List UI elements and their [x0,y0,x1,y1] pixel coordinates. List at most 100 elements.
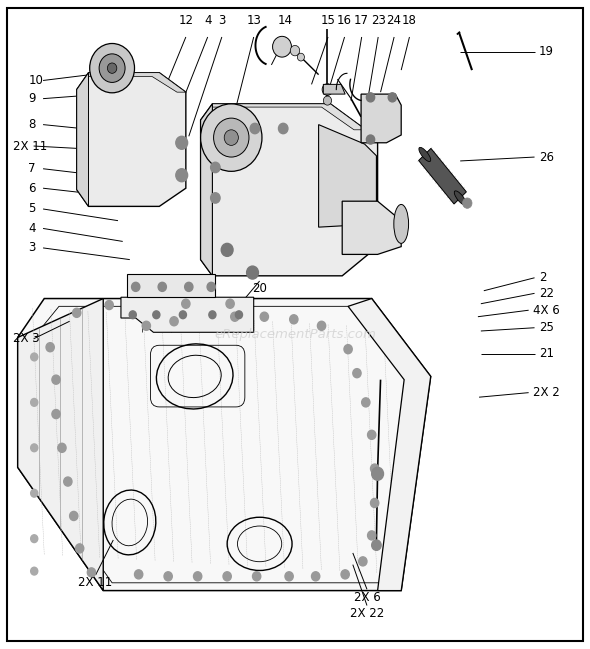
Text: 26: 26 [539,151,553,164]
Polygon shape [18,299,431,591]
Circle shape [31,353,38,361]
Circle shape [290,315,298,324]
Circle shape [297,53,304,61]
Text: 4: 4 [28,222,36,235]
Circle shape [285,572,293,581]
Circle shape [31,398,38,406]
Text: 9: 9 [28,92,36,105]
Text: 4: 4 [204,14,211,27]
Circle shape [176,136,188,149]
Text: 24: 24 [386,14,402,27]
Text: 22: 22 [539,287,553,300]
Circle shape [221,243,233,256]
Circle shape [463,198,472,208]
Circle shape [388,93,396,102]
Text: 17: 17 [354,14,369,27]
Circle shape [368,531,376,540]
Circle shape [368,430,376,439]
Circle shape [158,282,166,291]
Circle shape [73,308,81,317]
Text: 2X 3: 2X 3 [13,332,40,345]
Circle shape [214,118,249,157]
Text: 2X 2: 2X 2 [533,386,559,399]
Circle shape [366,93,375,102]
Circle shape [278,123,288,134]
Circle shape [164,572,172,581]
Circle shape [87,568,96,577]
Text: eReplacementParts.com: eReplacementParts.com [214,328,376,341]
Circle shape [341,570,349,579]
Circle shape [99,54,125,82]
Text: 23: 23 [371,14,386,27]
Circle shape [31,444,38,452]
Circle shape [224,130,238,145]
Circle shape [46,343,54,352]
Circle shape [90,43,135,93]
Polygon shape [212,104,366,130]
Text: 12: 12 [178,14,194,27]
Text: 19: 19 [539,45,553,58]
Circle shape [273,36,291,57]
Text: 2X 11: 2X 11 [78,576,113,589]
Text: 2X 6: 2X 6 [353,591,381,604]
Circle shape [76,544,84,553]
Polygon shape [77,73,186,206]
Text: 16: 16 [337,14,352,27]
Circle shape [247,266,258,279]
Text: 18: 18 [402,14,417,27]
Circle shape [31,489,38,497]
Ellipse shape [419,147,431,162]
Polygon shape [18,299,103,591]
Polygon shape [88,73,186,92]
Circle shape [322,84,333,95]
Circle shape [132,282,140,291]
Text: 14: 14 [278,14,293,27]
Polygon shape [201,104,212,276]
Polygon shape [319,125,376,227]
Circle shape [250,123,260,134]
Circle shape [182,299,190,308]
Text: 13: 13 [246,14,261,27]
Text: 25: 25 [539,321,553,334]
Circle shape [129,311,136,319]
Circle shape [105,300,113,310]
Polygon shape [342,201,401,254]
Ellipse shape [454,191,466,205]
Text: 20: 20 [252,282,267,295]
Text: 21: 21 [539,347,553,360]
Circle shape [317,321,326,330]
Circle shape [153,311,160,319]
Text: 4X 6: 4X 6 [533,304,559,317]
Polygon shape [348,299,431,591]
Polygon shape [127,274,215,297]
Polygon shape [323,84,345,94]
Circle shape [179,311,186,319]
Circle shape [52,375,60,384]
Circle shape [207,282,215,291]
Circle shape [31,535,38,543]
Text: 2X 11: 2X 11 [13,140,47,153]
Circle shape [211,162,220,173]
Circle shape [211,193,220,203]
Circle shape [362,398,370,407]
Circle shape [353,369,361,378]
Circle shape [31,567,38,575]
Circle shape [142,321,150,330]
Circle shape [64,477,72,486]
Text: 8: 8 [28,118,35,131]
Circle shape [372,467,384,480]
Circle shape [201,104,262,171]
Circle shape [226,299,234,308]
Circle shape [107,63,117,73]
Circle shape [366,135,375,144]
Text: 2X 22: 2X 22 [350,607,384,620]
Circle shape [170,317,178,326]
Circle shape [359,557,367,566]
Ellipse shape [394,204,408,243]
Text: 3: 3 [218,14,225,27]
Circle shape [260,312,268,321]
Circle shape [235,311,242,319]
Circle shape [58,443,66,452]
Polygon shape [361,94,401,143]
Circle shape [52,410,60,419]
